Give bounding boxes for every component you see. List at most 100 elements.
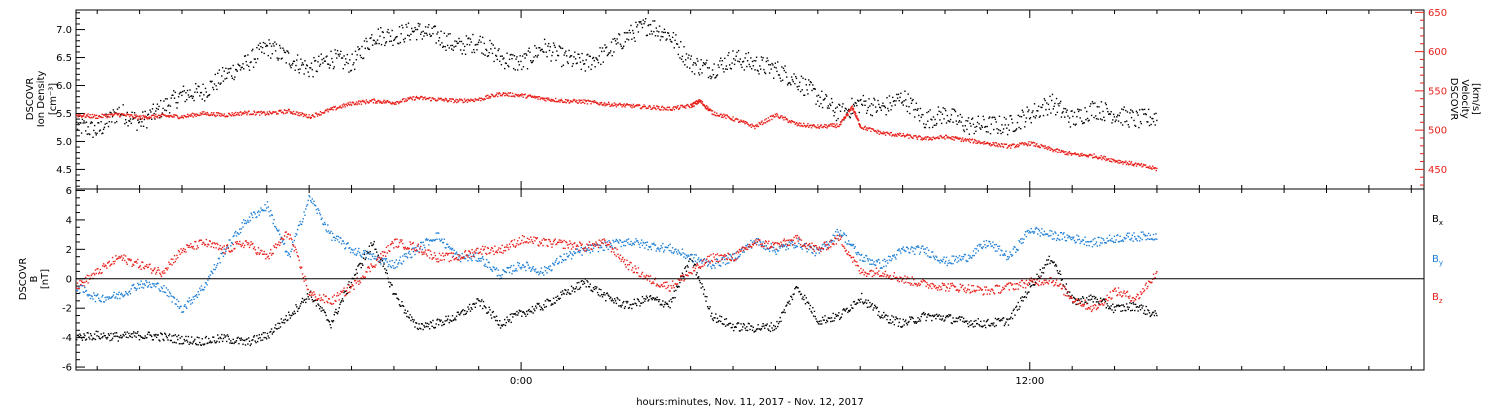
velocity-point (481, 98, 483, 100)
by-point (179, 306, 181, 308)
density-point (436, 33, 438, 35)
velocity-point (1086, 155, 1088, 158)
density-point (168, 112, 171, 114)
velocity-point (331, 106, 334, 109)
bx-point (146, 333, 149, 336)
bx-point (570, 293, 572, 295)
velocity-point (497, 95, 499, 98)
density-point (790, 83, 792, 86)
density-point (293, 60, 296, 63)
by-point (82, 291, 84, 293)
velocity-point (723, 113, 725, 115)
density-point (340, 57, 343, 59)
velocity-point (427, 97, 429, 100)
bx-point (199, 344, 202, 346)
velocity-point (198, 114, 201, 117)
bx-point (156, 334, 159, 336)
velocity-point (429, 96, 431, 99)
velocity-point (689, 106, 691, 109)
by-point (463, 255, 465, 258)
velocity-point (1029, 144, 1031, 147)
bx-point (173, 334, 175, 337)
bx-point (1091, 295, 1094, 298)
by-point (343, 242, 345, 245)
velocity-point (851, 107, 853, 109)
bx-point (819, 323, 821, 325)
velocity-point (1144, 164, 1147, 166)
bx-point (543, 304, 545, 306)
velocity-point (721, 114, 724, 117)
by-point (184, 304, 186, 306)
bx-point (863, 302, 865, 304)
velocity-point (1055, 148, 1058, 150)
bx-point (258, 334, 261, 336)
by-point (230, 245, 232, 247)
density-point (458, 37, 460, 40)
density-point (533, 56, 535, 58)
density-point (1089, 105, 1091, 107)
velocity-point (940, 134, 942, 137)
bx-point (761, 325, 763, 328)
bx-point (947, 316, 949, 318)
density-point (360, 56, 362, 59)
density-point (387, 28, 389, 31)
by-point (405, 252, 407, 255)
velocity-point (805, 125, 808, 127)
velocity-point (545, 97, 548, 100)
density-point (371, 34, 373, 36)
by-point (377, 260, 380, 263)
density-point (850, 113, 852, 115)
bx-point (469, 310, 472, 312)
density-point (254, 58, 256, 60)
density-point (1107, 110, 1109, 113)
density-point (442, 45, 445, 48)
velocity-point (759, 123, 762, 126)
velocity-point (351, 101, 353, 104)
velocity-point (959, 137, 961, 139)
bx-point (994, 317, 997, 320)
velocity-point (225, 115, 227, 118)
by-point (332, 236, 335, 239)
by-point (163, 285, 165, 287)
velocity-point (1082, 154, 1085, 156)
density-point (751, 60, 754, 63)
density-point (168, 104, 170, 106)
bx-point (697, 276, 699, 279)
velocity-point (1057, 151, 1059, 154)
bx-point (713, 317, 715, 319)
velocity-point (426, 97, 428, 100)
bx-point (1075, 303, 1077, 306)
by-point (221, 251, 224, 254)
density-point (534, 55, 537, 57)
velocity-point (467, 98, 469, 101)
velocity-point (644, 105, 647, 108)
velocity-point (957, 137, 959, 140)
bx-point (1015, 305, 1018, 307)
bx-point (1108, 306, 1111, 308)
velocity-point (971, 139, 973, 141)
bx-point (546, 298, 548, 301)
bx-point (530, 310, 532, 312)
density-point (455, 45, 457, 47)
velocity-point (458, 98, 461, 100)
bx-point (170, 339, 172, 342)
density-point (223, 70, 225, 72)
bx-point (596, 291, 599, 294)
bx-point (906, 324, 909, 326)
density-point (901, 101, 904, 103)
density-point (177, 101, 179, 104)
velocity-point (682, 105, 685, 108)
by-point (228, 239, 230, 241)
density-point (804, 78, 807, 81)
by-point (206, 284, 208, 286)
by-point (391, 259, 393, 262)
density-point (432, 32, 434, 35)
velocity-point (1058, 149, 1061, 151)
bx-point (1044, 264, 1046, 266)
bx-point (915, 322, 918, 324)
bx-point (1145, 305, 1147, 308)
density-point (894, 104, 896, 106)
density-point (1054, 102, 1056, 105)
velocity-point (904, 135, 907, 137)
density-point (881, 105, 883, 107)
